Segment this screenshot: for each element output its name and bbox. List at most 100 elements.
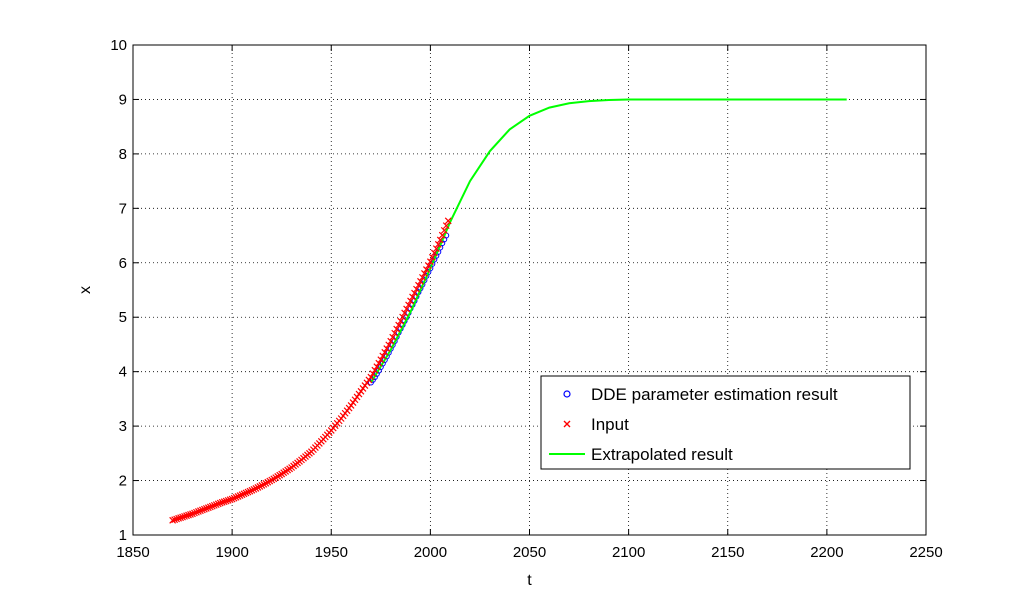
y-tick-label: 9 [119, 91, 127, 108]
data-point [436, 236, 444, 244]
data-point [266, 477, 274, 485]
data-point [232, 493, 240, 501]
x-tick-label: 2100 [612, 544, 645, 561]
data-point [206, 503, 214, 511]
data-point [236, 492, 244, 500]
y-tick-label: 4 [119, 364, 127, 381]
data-point [405, 301, 412, 309]
y-tick-label: 6 [119, 255, 127, 272]
data-point [377, 356, 385, 364]
data-point [385, 341, 393, 349]
data-point [222, 497, 230, 505]
data-point [173, 515, 181, 523]
ticks: 1850 1900 1950 2000 2050 2100 2150 2200 2250 1 2 3 4… [110, 37, 942, 561]
x-tick-label: 1900 [215, 544, 248, 561]
data-point [262, 479, 270, 487]
data-point [419, 273, 426, 281]
y-tick-label: 10 [110, 37, 127, 54]
data-point [258, 482, 266, 489]
data-point [428, 253, 436, 261]
data-point [226, 496, 234, 504]
data-point [242, 489, 250, 497]
y-axis-label: x [77, 286, 94, 294]
y-tick-label: 2 [119, 473, 127, 490]
data-point [212, 501, 220, 509]
data-point [218, 498, 226, 506]
data-point [367, 373, 375, 381]
data-point [246, 487, 254, 495]
data-point [248, 486, 256, 494]
data-point [379, 352, 387, 360]
data-point [202, 505, 210, 512]
y-tick-label: 8 [119, 146, 127, 163]
data-point [230, 494, 238, 502]
legend-label: DDE parameter estimation result [591, 385, 838, 404]
data-point [401, 309, 409, 317]
data-point [415, 281, 422, 289]
data-point [238, 491, 246, 499]
data-point [393, 325, 401, 333]
x-tick-label: 2150 [711, 544, 744, 561]
data-point [256, 483, 264, 490]
y-tick-label: 1 [119, 527, 127, 544]
data-point [204, 504, 212, 512]
data-point [373, 363, 381, 371]
series-input [169, 217, 452, 524]
data-point [413, 285, 420, 293]
data-point [381, 348, 389, 356]
legend-label: Extrapolated result [591, 445, 733, 464]
data-point [191, 509, 198, 517]
data-point [185, 511, 192, 519]
data-point [187, 510, 194, 518]
x-axis-label: t [527, 572, 532, 589]
data-point [250, 485, 258, 493]
data-point [228, 495, 236, 503]
data-point [200, 505, 208, 513]
data-point [430, 249, 438, 257]
data-point [387, 337, 395, 345]
data-point [424, 262, 432, 270]
data-point [181, 512, 188, 520]
data-point [210, 501, 218, 509]
legend: DDE parameter estimation result Input Extr… [540, 375, 911, 470]
data-point [189, 510, 196, 518]
data-point [175, 514, 183, 522]
x-tick-label: 2200 [810, 544, 843, 561]
data-point [389, 333, 397, 341]
data-point [196, 507, 204, 515]
data-point [442, 222, 450, 230]
data-point [438, 231, 446, 239]
data-point [403, 305, 411, 313]
data-point [407, 297, 414, 305]
legend-label: Input [591, 415, 629, 434]
data-point [179, 513, 186, 521]
data-point [399, 313, 407, 321]
data-point [220, 498, 228, 506]
data-point [369, 370, 377, 378]
data-point [421, 270, 428, 277]
data-point [252, 484, 260, 492]
data-point [444, 217, 452, 225]
y-tick-label: 7 [119, 200, 127, 217]
data-point [208, 502, 216, 510]
data-point [169, 516, 177, 524]
y-tick-label: 3 [119, 418, 127, 435]
series-layer [169, 98, 847, 524]
data-point [177, 514, 185, 522]
data-point [260, 480, 268, 488]
data-point [224, 496, 232, 504]
data-point [417, 277, 424, 285]
data-point [434, 240, 442, 248]
data-point [422, 266, 430, 273]
data-point [409, 293, 416, 301]
data-point [240, 490, 248, 498]
data-point [183, 512, 190, 520]
x-tick-label: 1950 [315, 544, 348, 561]
data-point [194, 508, 202, 515]
data-point [383, 345, 391, 353]
x-tick-label: 1850 [116, 544, 149, 561]
x-tick-label: 2000 [414, 544, 447, 561]
x-tick-label: 2050 [513, 544, 546, 561]
data-point [371, 366, 379, 374]
